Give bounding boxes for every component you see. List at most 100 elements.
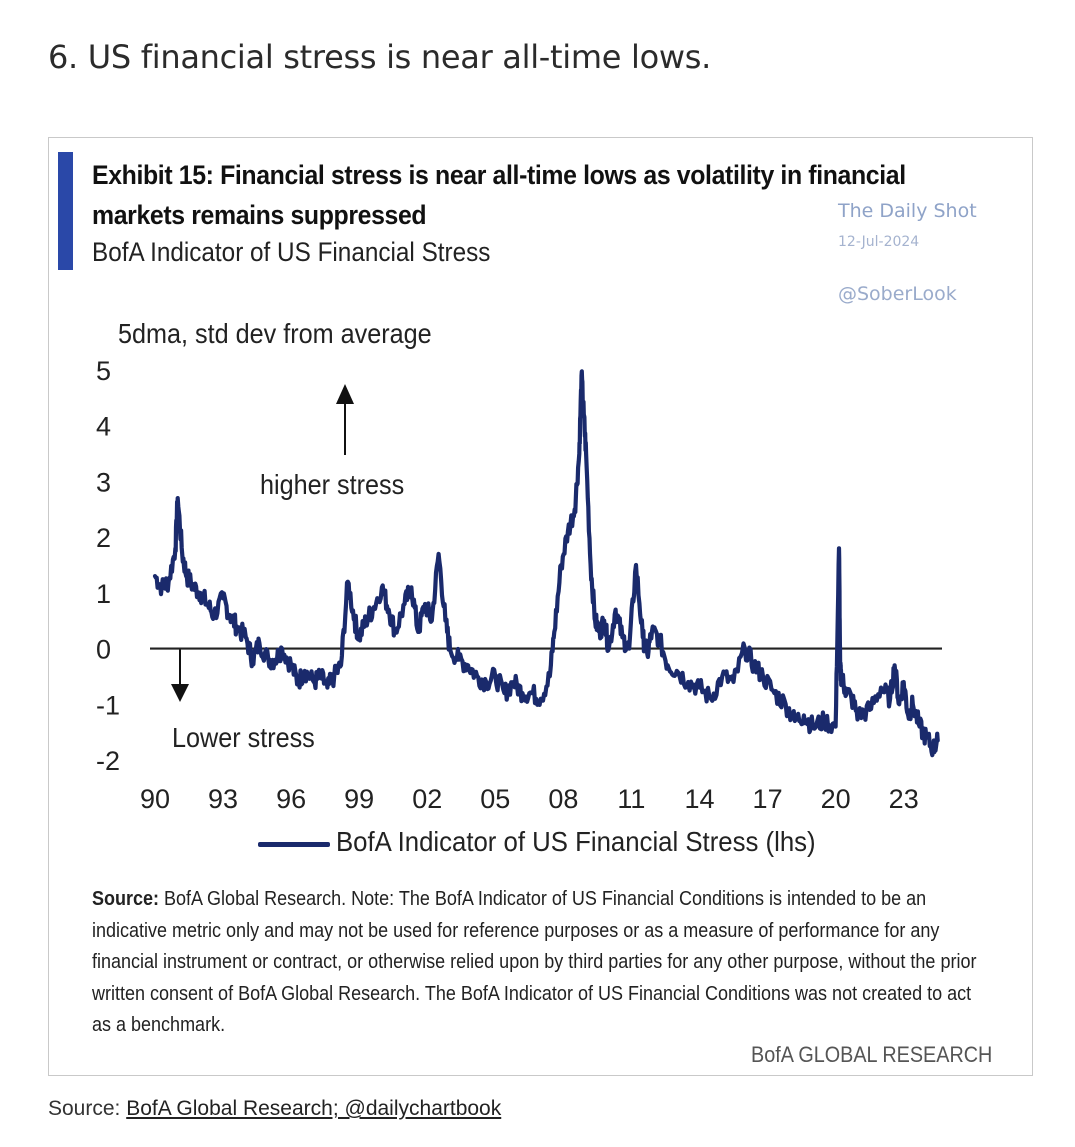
data-point [579,373,584,378]
data-point [346,580,350,584]
data-point [475,674,479,679]
data-point [924,736,928,740]
y-tick-label: 2 [96,523,111,553]
note-text: BofA Global Research. Note: The BofA Ind… [92,888,977,1036]
data-point [593,619,597,623]
data-point [584,451,588,456]
data-point [228,613,232,617]
note-source-label: Source: [92,888,160,910]
y-tick-label: 3 [96,467,111,497]
x-tick-label: 02 [412,784,442,814]
data-point [697,685,702,690]
data-point [289,663,293,667]
data-point [198,591,202,595]
data-point [641,635,645,640]
annotation-lower-stress: Lower stress [172,722,315,754]
data-point [802,713,806,718]
data-point [657,635,661,640]
exhibit-accent-bar [58,152,73,270]
data-point [296,680,300,684]
data-point [675,669,679,673]
x-tick-label: 11 [617,784,645,814]
data-point [393,630,398,634]
series-line [152,369,940,758]
x-tick-label: 99 [344,784,374,814]
footer-source-link[interactable]: BofA Global Research; @dailychartbook [126,1097,502,1120]
y-tick-label: -2 [96,746,120,776]
data-point [589,563,593,567]
data-point [257,641,261,645]
data-point [173,546,178,550]
data-point [849,697,854,701]
down-arrow-icon [171,684,189,702]
footer-source: Source: BofA Global Research; @dailychar… [48,1097,501,1121]
data-point [906,713,910,718]
data-point [357,635,361,640]
exhibit-title-line2: markets remains suppressed [92,200,427,230]
data-point [205,602,209,606]
data-point [280,646,284,651]
data-point [822,719,826,723]
data-point [409,585,413,589]
y-tick-label: 4 [96,412,111,442]
legend-label: BofA Indicator of US Financial Stress (l… [336,826,816,857]
data-point [602,619,606,623]
data-point [552,630,556,634]
data-point [436,552,441,556]
data-point [868,708,872,712]
data-point [423,602,427,606]
data-point [443,619,448,623]
y-axis-label: 5dma, std dev from average [118,318,432,350]
data-point [548,674,552,679]
x-tick-label: 17 [753,784,783,814]
exhibit-subtitle: BofA Indicator of US Financial Stress [92,237,491,267]
data-point [893,663,897,667]
data-point [666,663,670,667]
data-point [743,646,747,651]
watermark-handle: @SoberLook [838,283,957,305]
data-point [530,691,534,695]
data-point [911,702,915,706]
data-point [244,635,248,640]
x-tick-label: 96 [276,784,306,814]
data-point [559,563,563,567]
data-point [493,674,497,679]
data-point [627,646,631,651]
data-point [153,574,157,578]
data-point [221,596,225,601]
data-point [380,585,384,589]
watermark-name: The Daily Shot [838,200,977,222]
page-heading: 6. US financial stress is near all-time … [48,38,712,76]
data-point [250,658,255,662]
data-point [645,652,649,656]
data-point [457,658,461,662]
data-point [402,602,407,606]
data-point [235,624,239,628]
data-point [319,674,323,679]
data-point [607,646,611,651]
x-tick-label: 93 [208,784,238,814]
x-tick-label: 23 [889,784,919,814]
up-arrow-icon [336,384,354,404]
data-point [686,680,690,684]
data-point [371,607,375,612]
legend-swatch [258,842,330,847]
data-point [793,719,797,723]
data-point [897,702,901,706]
data-point [838,669,842,673]
y-tick-label: 0 [96,635,111,665]
data-point [566,529,570,534]
data-point [582,412,586,417]
data-point [613,607,618,612]
data-point [931,747,935,751]
data-point [484,680,488,684]
x-tick-label: 20 [821,784,851,814]
data-point [752,663,756,667]
data-point [448,646,452,651]
data-point [364,619,368,623]
data-point [936,738,940,743]
y-tick-label: -1 [96,690,120,720]
data-point [353,619,357,623]
data-point [634,563,638,567]
data-point [917,724,922,729]
